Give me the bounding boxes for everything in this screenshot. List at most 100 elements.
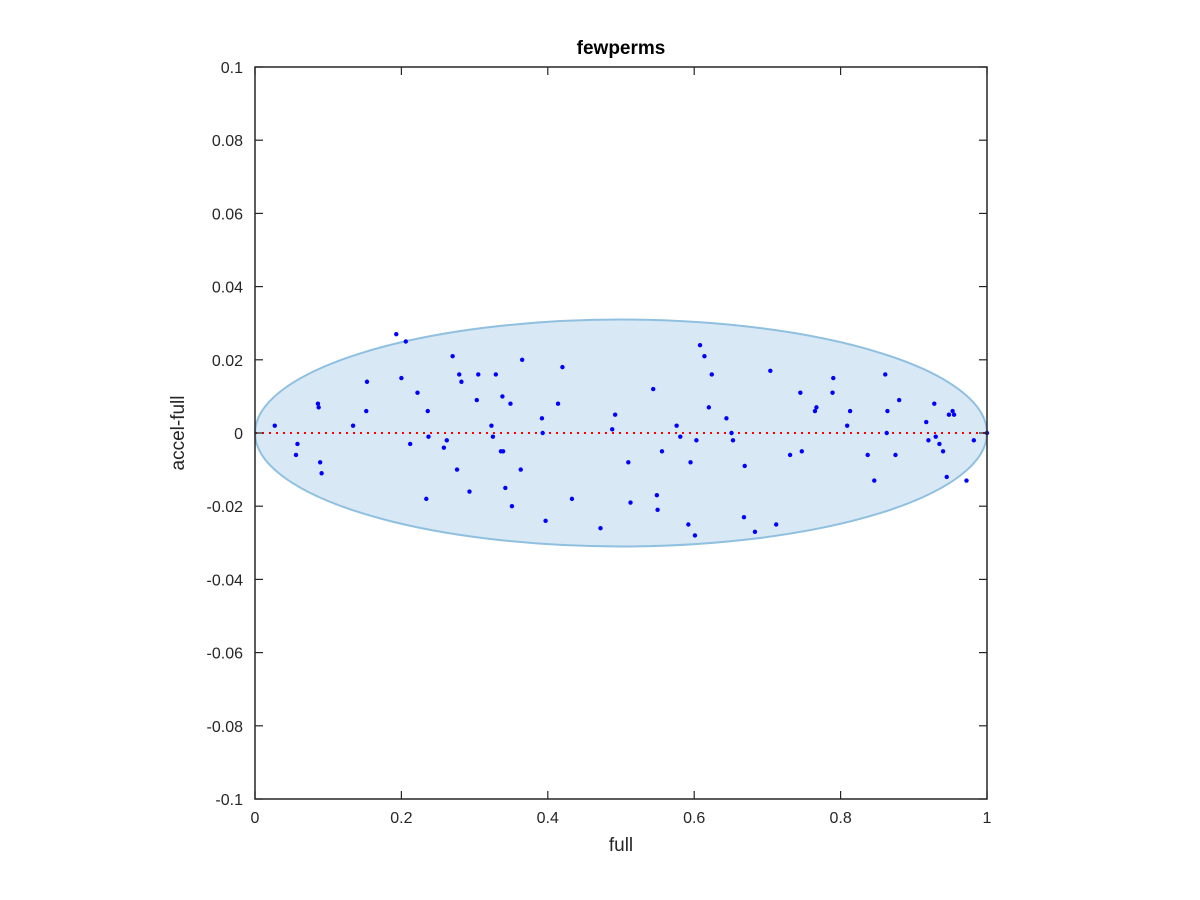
data-point	[946, 412, 952, 417]
data-point	[457, 372, 462, 377]
y-tick-label: 0.1	[221, 60, 243, 77]
data-point	[729, 430, 734, 436]
data-point	[364, 379, 370, 384]
y-tick-labels: -0.1 -0.08 -0.06 -0.04 -0.02 0 0.02 0.04 0.06 0.0…	[207, 60, 244, 809]
data-point	[742, 463, 747, 469]
data-point	[444, 438, 449, 443]
data-point	[317, 460, 323, 465]
data-point	[694, 438, 699, 443]
data-point	[569, 496, 575, 502]
data-point	[315, 401, 321, 406]
data-point	[426, 434, 431, 439]
data-point	[655, 507, 660, 513]
data-point	[896, 397, 902, 403]
data-point	[844, 423, 850, 428]
data-point	[831, 375, 836, 381]
data-point	[441, 445, 447, 450]
data-point	[295, 441, 300, 447]
data-point	[612, 412, 618, 417]
data-point	[539, 416, 545, 421]
data-point	[865, 452, 870, 458]
data-point	[799, 449, 805, 454]
data-point	[787, 452, 793, 458]
y-tick-label: -0.02	[207, 499, 244, 516]
data-point	[798, 390, 803, 395]
data-point	[560, 364, 565, 370]
data-point	[407, 441, 413, 447]
y-tick-label: 0.02	[212, 353, 243, 370]
data-point	[706, 405, 712, 410]
data-point	[399, 375, 404, 381]
data-point	[454, 467, 460, 472]
data-point	[951, 412, 957, 417]
data-point	[944, 474, 949, 480]
data-point	[316, 405, 321, 410]
data-point	[403, 339, 408, 344]
data-point	[773, 522, 779, 527]
data-point	[730, 438, 736, 443]
y-axis-label: accel-full	[168, 396, 189, 471]
y-tick-label: 0.08	[212, 133, 243, 150]
data-point	[702, 353, 707, 359]
data-point	[933, 434, 938, 439]
data-point	[741, 514, 747, 520]
data-point	[503, 485, 508, 491]
data-point	[678, 434, 683, 439]
data-point	[709, 372, 714, 377]
x-tick-label: 0.4	[537, 810, 559, 827]
data-point	[674, 423, 679, 428]
data-point	[293, 452, 299, 458]
data-point	[768, 368, 773, 373]
data-point	[555, 401, 561, 406]
x-axis-label: full	[609, 835, 633, 856]
data-point	[847, 408, 853, 414]
data-point	[540, 430, 545, 436]
data-point	[415, 390, 420, 395]
data-point	[476, 372, 481, 377]
data-point	[651, 386, 656, 392]
data-point	[489, 423, 494, 428]
data-point	[319, 471, 324, 476]
data-point	[950, 408, 955, 414]
data-point	[519, 357, 525, 362]
data-point	[450, 353, 455, 359]
y-tick-label: 0.04	[212, 280, 243, 297]
y-tick-label: -0.1	[215, 792, 243, 809]
data-point	[500, 449, 506, 454]
data-point	[598, 525, 603, 531]
y-tick-label: 0	[234, 426, 243, 443]
x-tick-label: 0.6	[683, 810, 705, 827]
data-point	[724, 416, 729, 421]
axes	[254, 66, 988, 800]
data-point	[885, 408, 890, 414]
data-points	[272, 331, 990, 538]
data-point	[610, 427, 615, 432]
y-tick-label: -0.08	[207, 719, 244, 736]
plot-area	[254, 318, 990, 548]
data-point	[490, 434, 496, 439]
data-point	[654, 493, 660, 498]
data-point	[697, 342, 703, 348]
data-point	[692, 533, 698, 538]
x-tick-label: 1	[983, 810, 992, 827]
data-point	[812, 408, 818, 414]
data-point	[467, 489, 472, 494]
x-tick-labels: 0 0.2 0.4 0.6 0.8 1	[251, 810, 992, 827]
data-point	[937, 441, 942, 447]
chart-title: fewperms	[577, 38, 666, 59]
data-point	[752, 529, 758, 535]
data-point	[474, 397, 479, 403]
x-tick-label: 0.8	[829, 810, 851, 827]
data-point	[940, 449, 946, 454]
data-point	[932, 401, 937, 406]
data-point	[924, 419, 929, 425]
y-tick-label: -0.04	[207, 572, 244, 589]
x-tick-label: 0	[251, 810, 260, 827]
data-point	[424, 496, 429, 502]
data-point	[814, 405, 819, 410]
data-point	[272, 423, 277, 428]
data-point	[500, 394, 505, 399]
data-point	[883, 372, 888, 377]
data-point	[350, 423, 356, 428]
